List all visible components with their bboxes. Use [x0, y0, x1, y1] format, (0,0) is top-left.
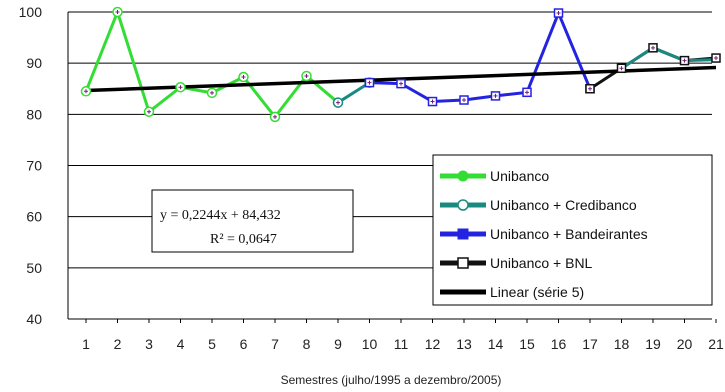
data-point-cross: [210, 90, 214, 95]
markers-layer: [80, 6, 721, 123]
x-tick-label: 13: [456, 336, 472, 352]
x-tick-label: 12: [425, 336, 441, 352]
y-tick-label: 100: [19, 4, 43, 20]
x-tick-label: 17: [582, 336, 598, 352]
data-point-cross: [525, 90, 529, 95]
y-tick-label: 90: [26, 55, 42, 71]
data-point-cross: [714, 56, 718, 61]
legend-label: Unibanco + Bandeirantes: [490, 226, 648, 242]
y-tick-label: 80: [26, 106, 42, 122]
x-tick-label: 3: [145, 336, 153, 352]
data-point-cross: [462, 98, 466, 103]
data-point-cross: [241, 74, 246, 79]
x-tick-label: 9: [334, 336, 342, 352]
data-point-cross: [399, 81, 403, 86]
series-line-1: [337, 81, 371, 104]
legend-label: Unibanco + BNL: [490, 255, 593, 271]
equation-box-frame: [151, 189, 354, 253]
x-tick-label: 19: [645, 336, 661, 352]
data-point-cross: [336, 100, 340, 105]
legend-label: Linear (série 5): [490, 284, 584, 300]
y-tick-label: 40: [26, 311, 42, 327]
y-tick-label: 70: [26, 158, 42, 174]
x-tick-label: 1: [82, 336, 90, 352]
equation-text: y = 0,2244x + 84,432: [160, 208, 281, 223]
r-squared-text: R² = 0,0647: [210, 232, 277, 247]
y-tick-label: 50: [26, 260, 42, 276]
x-tick-label: 10: [362, 336, 378, 352]
x-tick-label: 2: [114, 336, 122, 352]
legend-marker: [457, 170, 469, 182]
x-tick-label: 5: [208, 336, 216, 352]
data-point-cross: [493, 93, 498, 98]
series-line-0: [84, 10, 339, 119]
data-point-cross: [304, 73, 309, 78]
x-tick-label: 20: [677, 336, 693, 352]
x-tick-label: 21: [708, 336, 724, 352]
axes: [67, 12, 712, 320]
x-tick-label: 15: [519, 336, 535, 352]
data-point-cross: [619, 66, 624, 71]
x-tick-label: 7: [271, 336, 279, 352]
legend-label: Unibanco + Credibanco: [490, 197, 637, 213]
x-tick-label: 8: [303, 336, 311, 352]
legend-marker: [457, 257, 469, 269]
legend-label: Unibanco: [490, 168, 549, 184]
data-point-cross: [178, 85, 183, 90]
x-tick-label: 14: [488, 336, 504, 352]
x-tick-label: 11: [394, 336, 409, 352]
data-point-cross: [682, 58, 687, 63]
series-line-2: [369, 11, 592, 104]
x-tick-label: 18: [614, 336, 630, 352]
x-tick-label: 16: [551, 336, 567, 352]
data-point-cross: [273, 114, 277, 119]
x-tick-label: 6: [240, 336, 248, 352]
data-point-cross: [367, 80, 372, 85]
x-tick-label: 4: [177, 336, 185, 352]
data-point-cross: [651, 45, 655, 50]
series-line-4: [620, 46, 717, 70]
legend-marker: [457, 199, 469, 211]
data-point-cross: [115, 10, 120, 14]
trendline-equation-box: y = 0,2244x + 84,432 R² = 0,0647: [151, 189, 354, 253]
y-tick-label: 60: [26, 209, 42, 225]
data-point-cross: [147, 109, 151, 114]
data-point-cross: [556, 11, 561, 16]
data-point-cross: [430, 99, 435, 104]
data-point-cross: [588, 86, 592, 91]
legend-frame: [432, 154, 713, 306]
legend-marker: [457, 228, 469, 240]
y-axis-ticks: 40 50 60 70 80 90 100: [19, 4, 43, 327]
x-axis-label: Semestres (julho/1995 a dezembro/2005): [281, 373, 502, 387]
data-point-cross: [84, 89, 88, 94]
x-axis-ticks: 1 2 3 4 5 6 7 8 9 10 11 12 13 14 15 16 17 18 19 20 21: [82, 319, 724, 352]
legend: Unibanco Unibanco + Credibanco Unibanco + …: [432, 154, 713, 306]
